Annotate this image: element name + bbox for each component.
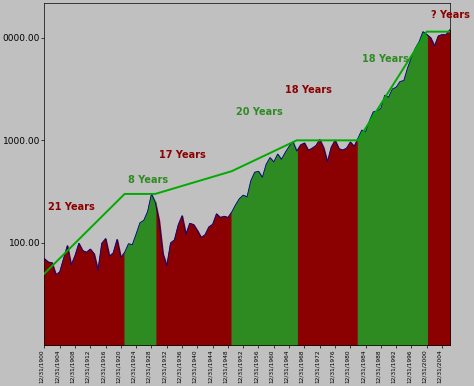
Text: 17 Years: 17 Years xyxy=(159,149,206,159)
Text: 21 Years: 21 Years xyxy=(48,202,95,212)
Text: 8 Years: 8 Years xyxy=(128,174,169,185)
Text: 20 Years: 20 Years xyxy=(236,107,283,117)
Text: ? Years: ? Years xyxy=(430,10,469,20)
Text: 18 Years: 18 Years xyxy=(362,54,409,64)
Text: 18 Years: 18 Years xyxy=(285,85,332,95)
